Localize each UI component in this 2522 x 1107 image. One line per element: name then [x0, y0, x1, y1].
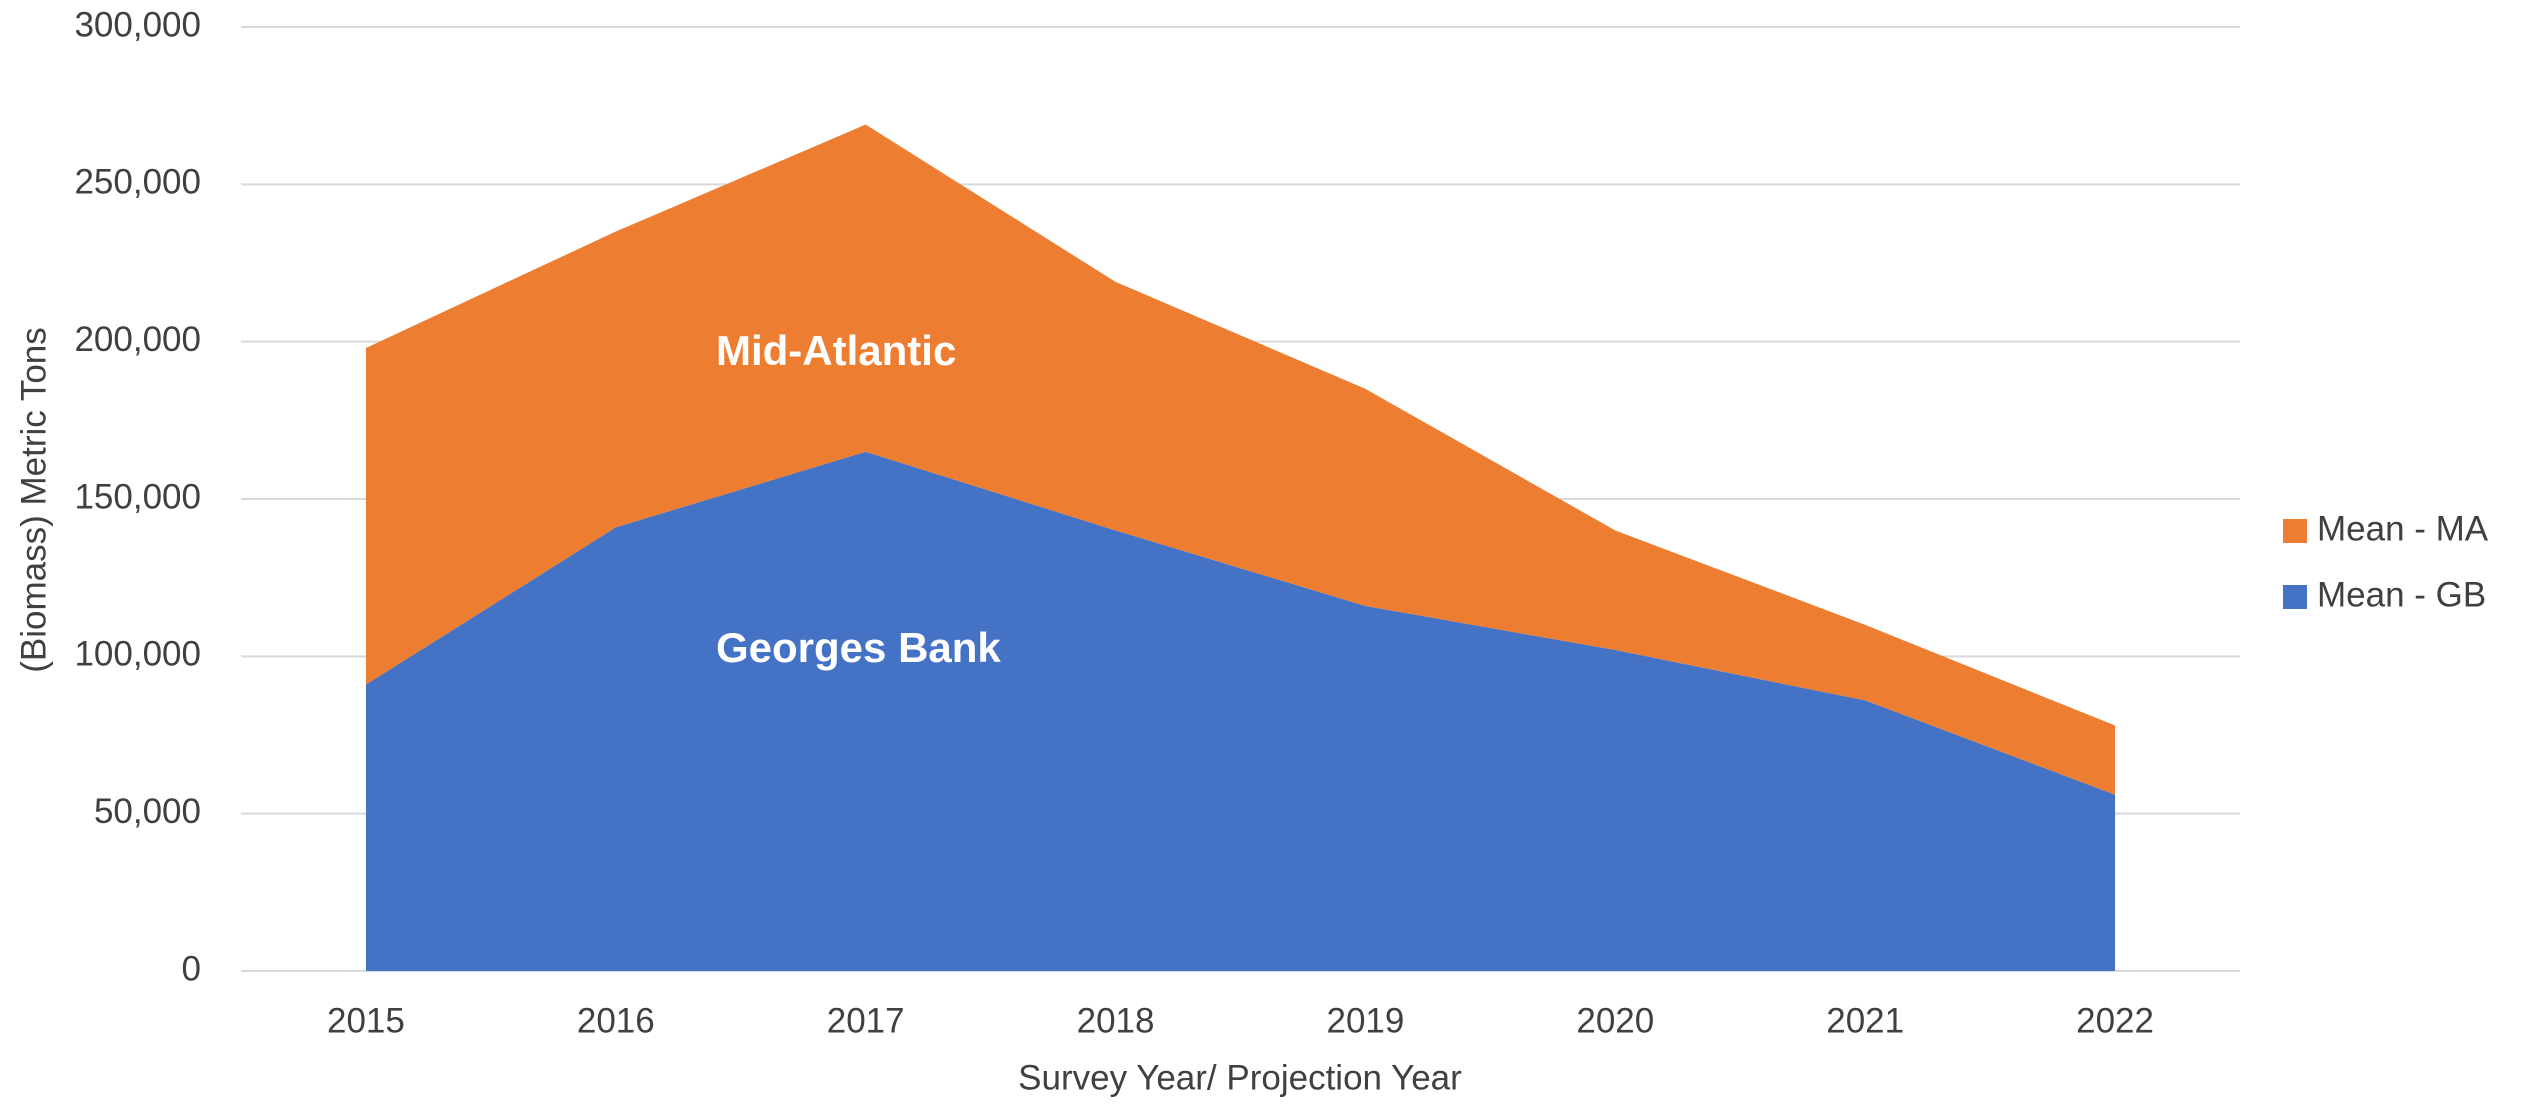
- y-tick-label: 100,000: [74, 635, 201, 674]
- x-tick-label: 2021: [1826, 1001, 1904, 1040]
- annotation: Mid-Atlantic: [716, 327, 956, 374]
- x-tick-label: 2019: [1327, 1001, 1405, 1040]
- area: [365, 124, 2116, 795]
- y-tick-label: 250,000: [74, 163, 201, 202]
- y-tick-label: 150,000: [74, 477, 201, 516]
- x-tick-label: 2020: [1576, 1001, 1654, 1040]
- x-tick-label: 2016: [577, 1001, 655, 1040]
- y-tick-label: 0: [182, 949, 201, 988]
- x-tick-label: 2018: [1077, 1001, 1155, 1040]
- y-tick-label: 200,000: [74, 320, 201, 359]
- area: [365, 451, 2116, 971]
- legend-label: Mean - GB: [2317, 575, 2486, 614]
- legend-swatch: [2283, 519, 2307, 543]
- x-tick-label: 2015: [327, 1001, 405, 1040]
- y-tick-label: 300,000: [74, 5, 201, 44]
- x-tick-label: 2022: [2076, 1001, 2154, 1040]
- plot-area: [241, 26, 2240, 972]
- y-tick-label: 50,000: [94, 792, 201, 831]
- legend-label: Mean - MA: [2317, 509, 2489, 548]
- annotation: Georges Bank: [716, 624, 1001, 671]
- x-axis-title: Survey Year/ Projection Year: [1018, 1058, 1462, 1097]
- y-axis-title: (Biomass) Metric Tons: [14, 327, 53, 673]
- legend-swatch: [2283, 585, 2307, 609]
- x-tick-label: 2017: [827, 1001, 905, 1040]
